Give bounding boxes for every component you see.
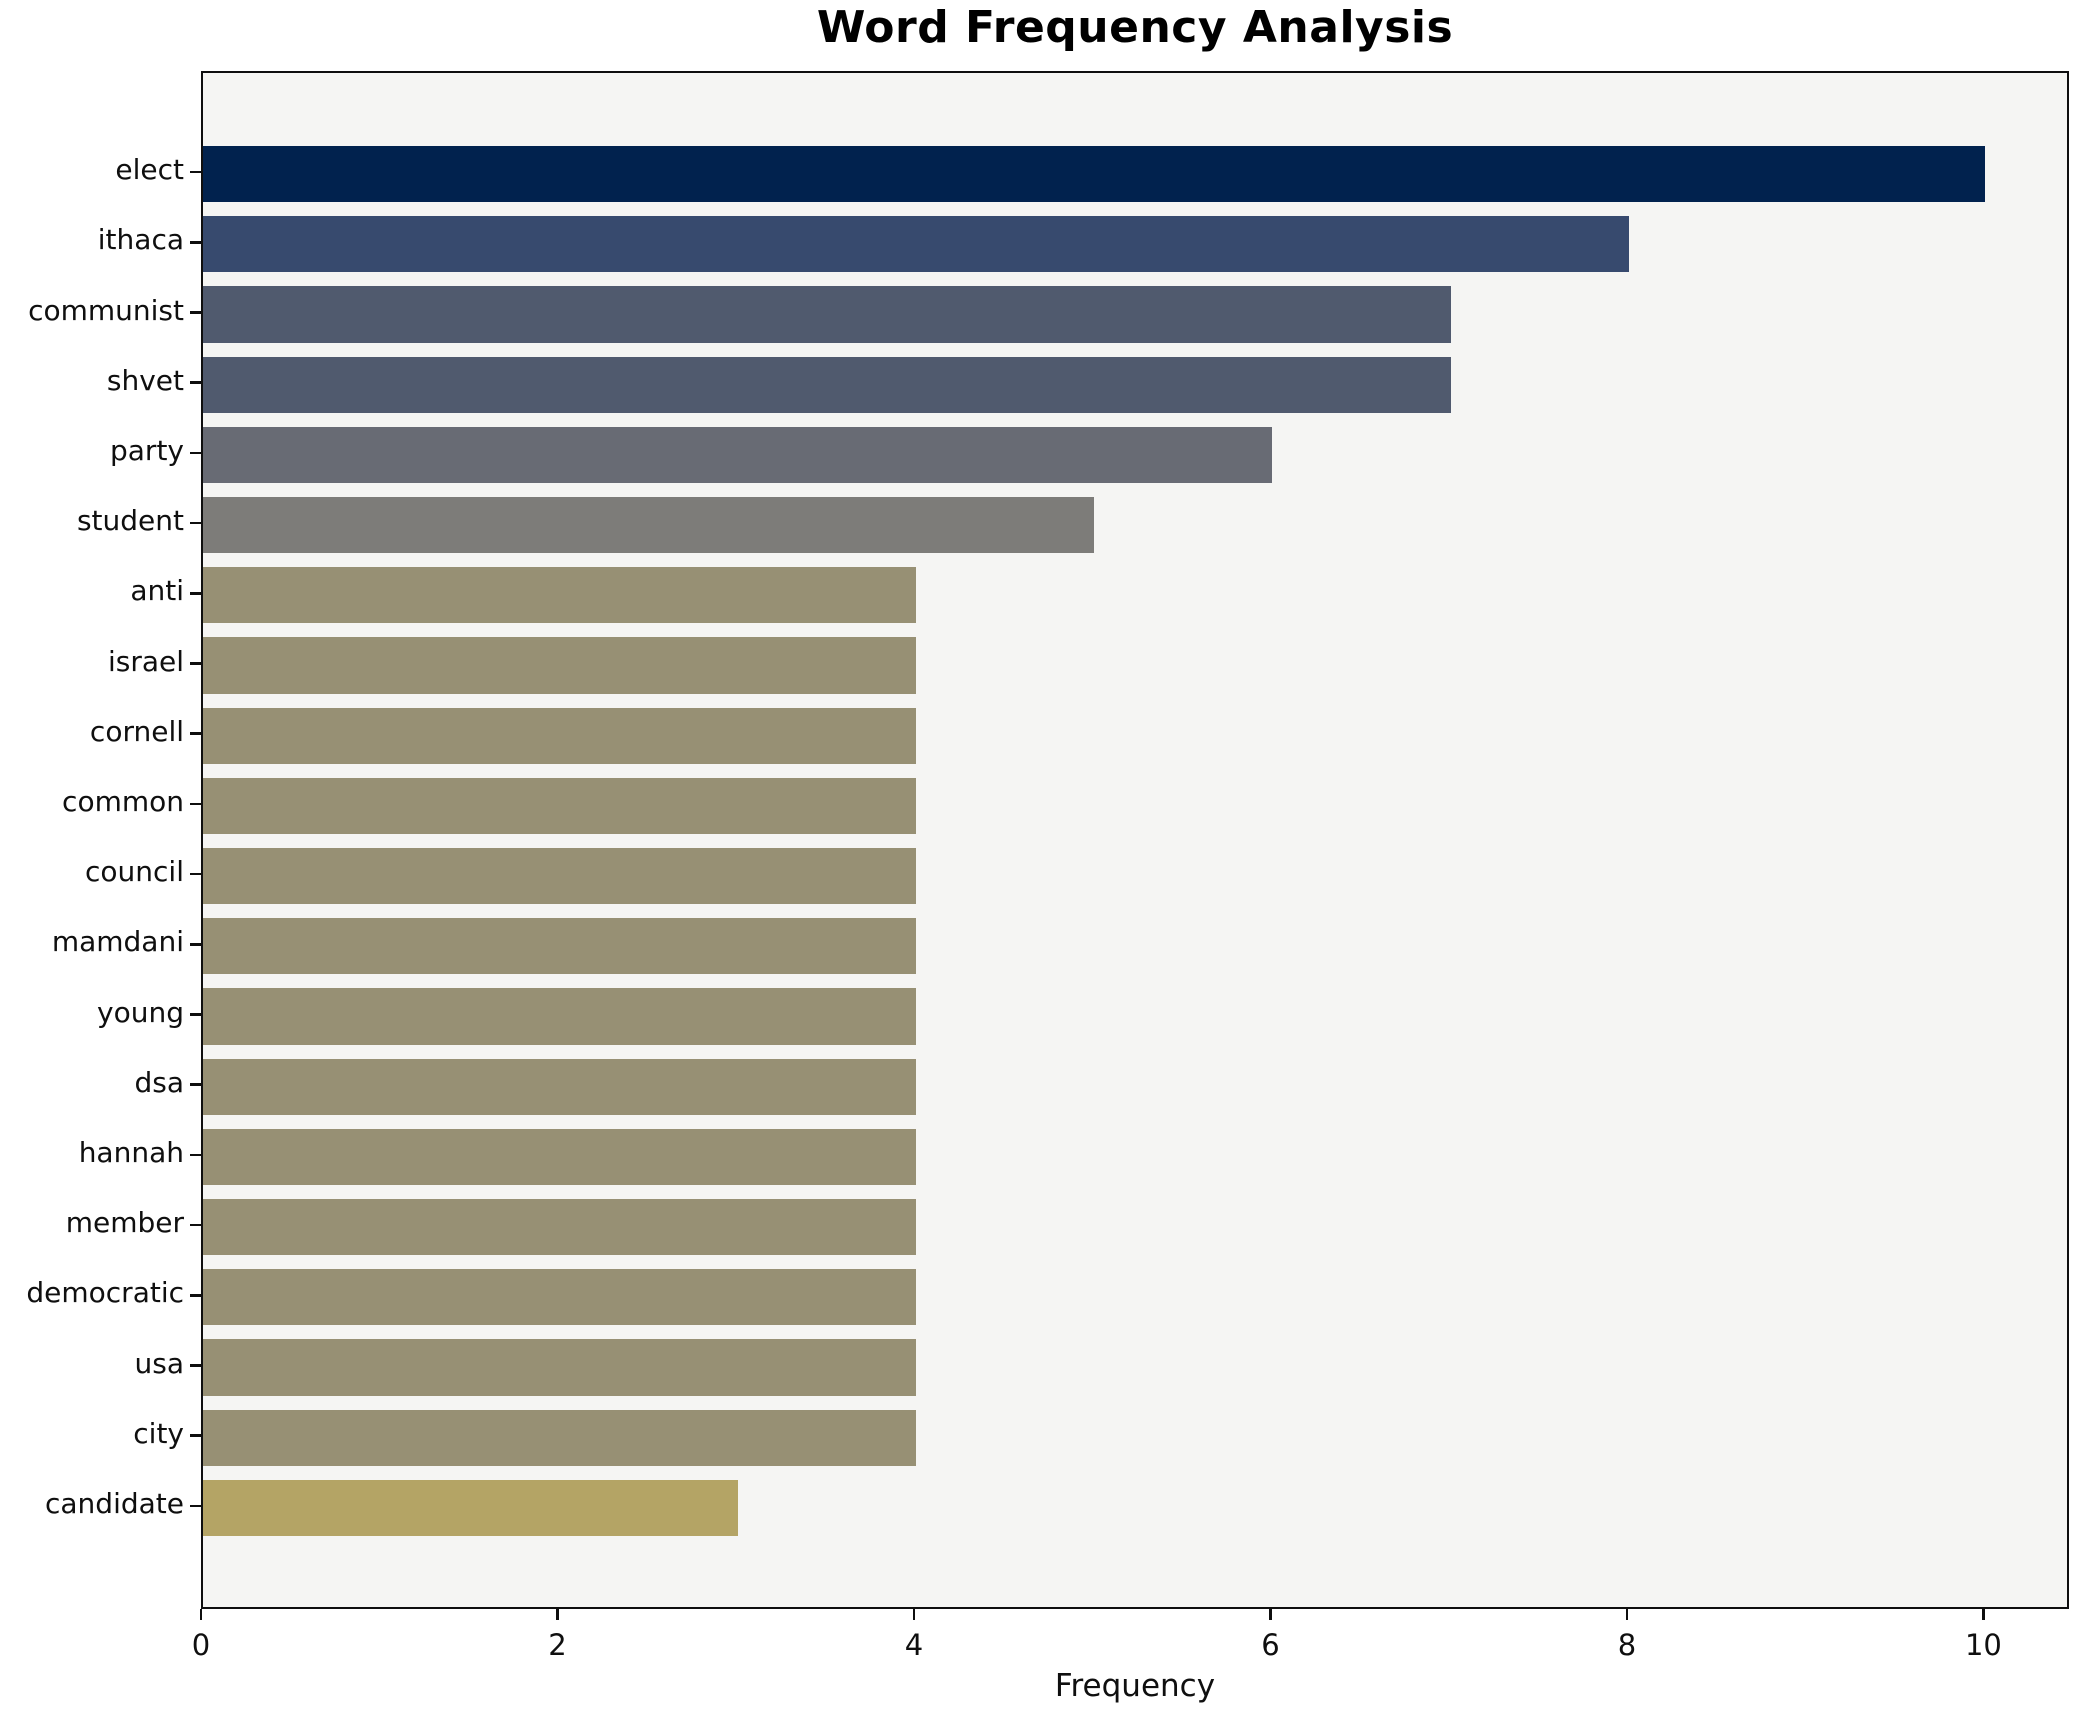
y-tick-mark	[190, 732, 201, 735]
bar-democratic	[203, 1269, 916, 1326]
x-tick-mark	[556, 1609, 559, 1620]
bar-young	[203, 988, 916, 1045]
chart-title: Word Frequency Analysis	[816, 2, 1454, 53]
bar-row	[203, 209, 2067, 279]
bar-row	[203, 420, 2067, 490]
bar-row	[203, 1403, 2067, 1473]
x-tick-label-6: 6	[1261, 1628, 1280, 1662]
bar-row	[203, 771, 2067, 841]
bar-row	[203, 560, 2067, 630]
bar-row	[203, 1473, 2067, 1543]
plot-area	[201, 71, 2069, 1609]
y-tick-mark	[190, 311, 201, 314]
y-tick-label-communist: communist	[28, 293, 184, 327]
bar-row	[203, 350, 2067, 420]
bar-cornell	[203, 707, 916, 764]
bar-elect	[203, 146, 1986, 203]
bar-city	[203, 1409, 916, 1466]
y-tick-mark	[190, 592, 201, 595]
y-tick-label-member: member	[65, 1206, 184, 1240]
y-tick-label-democratic: democratic	[26, 1276, 184, 1310]
bar-row	[203, 1052, 2067, 1122]
y-tick-label-candidate: candidate	[45, 1486, 184, 1520]
bar-student	[203, 497, 1095, 554]
bar-row	[203, 1262, 2067, 1332]
y-tick-label-usa: usa	[134, 1346, 185, 1380]
bar-row	[203, 1122, 2067, 1192]
bar-ithaca	[203, 216, 1629, 273]
bar-row	[203, 279, 2067, 349]
bar-row	[203, 490, 2067, 560]
y-tick-mark	[190, 1434, 201, 1437]
y-tick-label-hannah: hannah	[78, 1135, 184, 1169]
bar-communist	[203, 286, 1451, 343]
bar-shvet	[203, 356, 1451, 413]
x-tick-mark	[912, 1609, 916, 1620]
y-tick-label-shvet: shvet	[106, 363, 184, 397]
y-tick-mark	[190, 943, 201, 946]
y-tick-mark	[190, 1223, 201, 1227]
bar-row	[203, 981, 2067, 1051]
y-tick-mark	[190, 1364, 201, 1367]
bar-row	[203, 911, 2067, 981]
y-tick-mark	[190, 1013, 201, 1016]
y-tick-label-party: party	[110, 433, 184, 467]
bar-candidate	[203, 1479, 738, 1536]
bar-israel	[203, 637, 916, 694]
bar-council	[203, 848, 916, 905]
y-tick-label-elect: elect	[115, 153, 184, 187]
y-tick-mark	[190, 521, 201, 525]
x-tick-mark	[1982, 1609, 1985, 1620]
x-tick-label-0: 0	[191, 1628, 211, 1662]
bar-row	[203, 1332, 2067, 1402]
bar-common	[203, 777, 916, 834]
y-tick-label-mamdani: mamdani	[51, 925, 184, 959]
x-axis-label: Frequency	[1054, 1668, 1216, 1704]
x-tick-label-4: 4	[904, 1628, 924, 1662]
y-tick-mark	[190, 451, 201, 455]
x-tick-mark	[1625, 1609, 1629, 1620]
y-tick-label-council: council	[85, 855, 184, 889]
bar-row	[203, 841, 2067, 911]
x-tick-label-10: 10	[1964, 1628, 2002, 1662]
bar-mamdani	[203, 918, 916, 975]
y-tick-label-city: city	[133, 1416, 184, 1450]
bar-member	[203, 1199, 916, 1256]
bar-party	[203, 426, 1273, 483]
y-tick-mark	[190, 1153, 201, 1157]
y-tick-label-ithaca: ithaca	[97, 223, 184, 257]
y-tick-mark	[190, 241, 201, 244]
y-tick-mark	[190, 872, 201, 876]
y-tick-mark	[190, 381, 201, 384]
bar-row	[203, 630, 2067, 700]
y-tick-mark	[190, 802, 201, 806]
y-tick-mark	[190, 1294, 201, 1297]
bar-usa	[203, 1339, 916, 1396]
y-tick-label-student: student	[76, 504, 184, 538]
x-tick-mark	[199, 1609, 203, 1620]
x-tick-mark	[1269, 1609, 1272, 1620]
bar-row	[203, 1192, 2067, 1262]
bar-dsa	[203, 1058, 916, 1115]
y-tick-label-common: common	[62, 784, 184, 818]
y-tick-mark	[190, 662, 201, 665]
y-tick-label-young: young	[97, 995, 184, 1029]
bar-anti	[203, 567, 916, 624]
y-tick-label-dsa: dsa	[134, 1065, 184, 1099]
bar-row	[203, 139, 2067, 209]
bar-hannah	[203, 1128, 916, 1185]
bar-row	[203, 701, 2067, 771]
y-tick-label-anti: anti	[130, 574, 184, 608]
x-tick-label-2: 2	[548, 1628, 567, 1662]
y-tick-mark	[190, 1083, 201, 1086]
y-tick-mark	[190, 170, 201, 174]
y-tick-label-israel: israel	[107, 644, 184, 678]
y-tick-mark	[190, 1504, 201, 1508]
x-tick-label-8: 8	[1617, 1628, 1637, 1662]
y-tick-label-cornell: cornell	[89, 714, 184, 748]
